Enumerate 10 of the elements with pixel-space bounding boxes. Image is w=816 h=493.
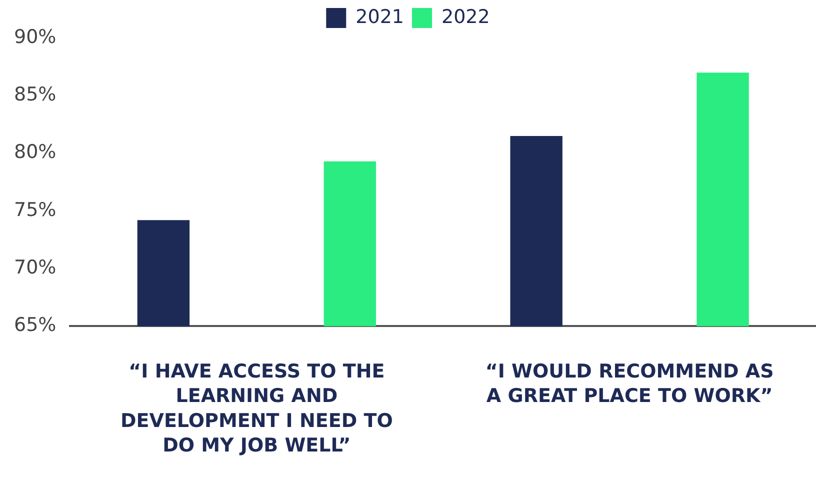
- x-tick-label: “I HAVE ACCESS TO THE LEARNING AND DEVELOPMENT I NEED TO DO MY JOB WELL”: [120, 360, 393, 457]
- y-tick-label: 70%: [14, 256, 56, 278]
- y-tick-label: 90%: [14, 26, 56, 48]
- legend-label: 2022: [442, 6, 490, 28]
- legend-label: 2021: [356, 6, 404, 28]
- y-tick-label: 80%: [14, 141, 56, 164]
- y-tick-label: 65%: [14, 314, 56, 336]
- y-tick-label: 85%: [14, 84, 56, 106]
- x-tick-label: “I WOULD RECOMMEND AS A GREAT PLACE TO WORK”: [485, 360, 774, 408]
- y-tick-label: 75%: [14, 198, 56, 221]
